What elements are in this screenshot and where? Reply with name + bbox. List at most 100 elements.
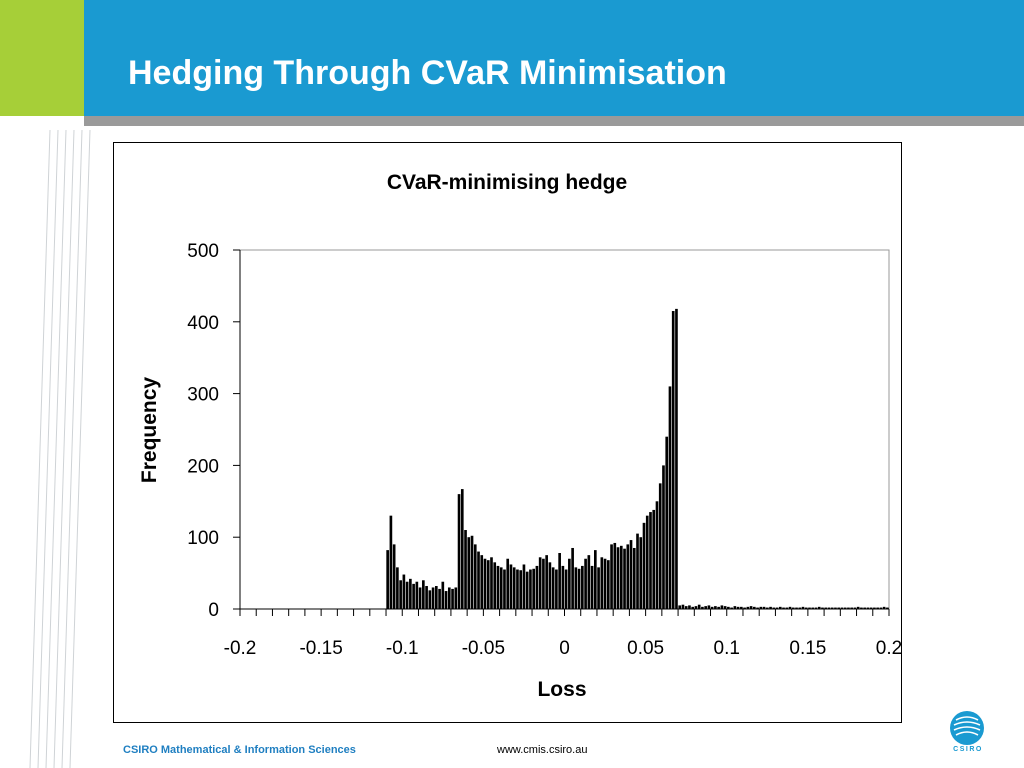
histogram-bar [882, 606, 886, 609]
histogram-bar [512, 567, 516, 609]
histogram-bar [723, 606, 727, 609]
histogram-bar [509, 564, 513, 609]
y-tick-label: 500 [187, 241, 219, 262]
histogram-bar [879, 607, 883, 609]
histogram-bar [665, 436, 669, 609]
histogram-bar [428, 590, 432, 609]
histogram-bar [636, 533, 639, 609]
histogram-bar [561, 565, 565, 609]
y-tick-label: 0 [208, 600, 219, 621]
histogram-bar [454, 587, 458, 609]
histogram-bar [629, 540, 633, 609]
histogram-bar [467, 537, 471, 609]
histogram-bar [814, 607, 818, 609]
x-tick-label: -0.2 [224, 638, 257, 659]
footer-organization: CSIRO Mathematical & Information Science… [123, 744, 356, 756]
y-axis-ticks: 0 100 200 300 400 500 [187, 241, 240, 621]
chart-title: CVaR-minimising hedge [387, 171, 627, 194]
histogram-bar [626, 544, 630, 609]
histogram-bar [457, 494, 461, 609]
histogram-bar [847, 607, 850, 609]
histogram-bar [730, 607, 733, 609]
histogram-bar [574, 567, 578, 609]
histogram-bar [840, 607, 844, 609]
histogram-bar [769, 606, 772, 609]
header-divider [84, 116, 1024, 126]
histogram-bar [392, 544, 396, 609]
y-tick-label: 100 [187, 528, 219, 549]
histogram-bar [600, 557, 604, 609]
histogram-bar [873, 607, 876, 609]
histogram-bar [532, 568, 535, 609]
histogram-bar [389, 515, 393, 609]
histogram-bar [590, 565, 594, 609]
histogram-bar [652, 509, 656, 609]
histogram-bar [821, 607, 824, 609]
histogram-bar [477, 551, 480, 609]
histogram-bar [808, 607, 811, 609]
histogram-bar [756, 607, 759, 609]
histogram-bar [788, 606, 792, 609]
histogram-bar [804, 607, 808, 609]
histogram-bar [522, 564, 526, 609]
histogram-bar [597, 567, 600, 609]
histogram-bar [610, 544, 613, 609]
histogram-bar [545, 555, 548, 609]
histogram-bar [649, 512, 652, 609]
histogram-bar [538, 557, 542, 609]
histogram-bar [584, 558, 587, 609]
histogram-bar [551, 567, 555, 609]
histogram-bar [581, 565, 584, 609]
histogram-bar [619, 545, 623, 609]
histogram-bar [714, 606, 717, 609]
histogram-bar [762, 606, 766, 609]
histogram-bar [606, 560, 610, 609]
histogram-bar [405, 581, 409, 609]
histogram-bar [785, 607, 789, 609]
histogram-bar [542, 558, 545, 609]
histogram-bar [473, 544, 477, 609]
histogram-bar [791, 607, 795, 609]
histogram-bar [435, 586, 438, 609]
csiro-logo-icon [950, 711, 984, 745]
histogram-bar [782, 607, 785, 609]
histogram-bar [765, 607, 769, 609]
x-tick-label: -0.05 [462, 638, 505, 659]
histogram-bar [863, 607, 866, 609]
histogram-bar [519, 570, 523, 609]
histogram-bar [496, 565, 500, 609]
histogram-bar [486, 560, 490, 609]
histogram-bar [720, 605, 724, 609]
histogram-bar [876, 607, 879, 609]
y-tick-label: 200 [187, 456, 219, 477]
histogram-bar [642, 522, 646, 609]
histogram-bar [525, 571, 529, 609]
histogram-bar [834, 607, 837, 609]
histogram-bar [470, 535, 474, 609]
histogram-bar [386, 550, 389, 609]
histogram-bar [587, 555, 591, 609]
histogram-bar [603, 558, 607, 609]
footer-url[interactable]: www.cmis.csiro.au [497, 744, 588, 756]
histogram-bar [736, 606, 740, 609]
histogram-bar [775, 607, 779, 609]
histogram-bar [684, 606, 688, 609]
histogram-bar [506, 558, 510, 609]
histogram-bar [483, 558, 487, 609]
histogram-bar [499, 567, 503, 609]
histogram-bar [555, 569, 558, 609]
histogram-bar [691, 606, 695, 609]
histogram-bar [645, 515, 649, 609]
histogram-bar [493, 562, 497, 609]
histogram-bar [639, 537, 643, 609]
histogram-bar [535, 565, 539, 609]
histogram-bar [811, 607, 815, 609]
histogram-bar [460, 489, 464, 609]
histogram-bar [837, 607, 841, 609]
histogram-bar [516, 569, 519, 609]
y-tick-label: 400 [187, 313, 219, 334]
histogram-bar [830, 607, 834, 609]
histogram-bar [801, 606, 805, 609]
histogram-bar [869, 607, 873, 609]
histogram-bar [727, 606, 730, 609]
